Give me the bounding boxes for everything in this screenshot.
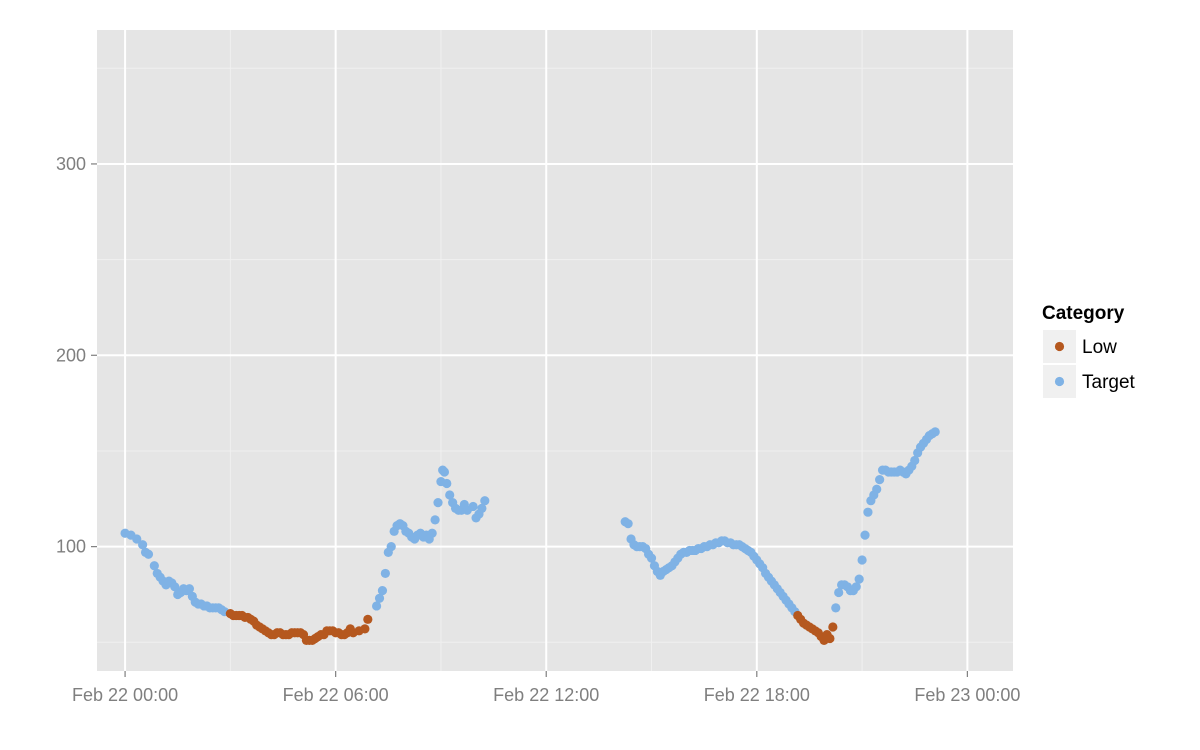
- point-target: [872, 484, 882, 494]
- legend-key-low: [1054, 341, 1065, 352]
- legend-label-low: Low: [1082, 337, 1117, 358]
- point-target: [427, 528, 437, 538]
- x-axis: Feb 22 00:00 Feb 22 06:00 Feb 22 12:00 Feb …: [72, 671, 1020, 705]
- point-target: [857, 555, 867, 565]
- data-points: [120, 427, 940, 645]
- point-target: [477, 503, 487, 513]
- point-target: [854, 574, 864, 584]
- x-tick-label: Feb 22 00:00: [72, 685, 178, 705]
- point-target: [149, 561, 159, 571]
- point-target: [860, 530, 870, 540]
- point-target: [386, 542, 396, 552]
- point-target: [380, 568, 390, 579]
- y-tick-label: 300: [56, 154, 86, 174]
- point-target: [445, 490, 455, 500]
- y-tick-label: 100: [56, 537, 86, 557]
- x-tick-label: Feb 23 00:00: [914, 685, 1020, 705]
- y-axis: 100 200 300: [56, 154, 97, 557]
- point-target: [480, 496, 490, 506]
- point-target: [439, 467, 450, 477]
- major-gridlines: [97, 30, 1013, 671]
- x-tick-label: Feb 22 18:00: [704, 685, 810, 705]
- point-low: [363, 614, 373, 624]
- point-target: [184, 584, 195, 594]
- point-low: [828, 622, 838, 632]
- legend: Category Low Target: [1042, 303, 1136, 398]
- point-low: [360, 624, 370, 634]
- point-target: [433, 498, 443, 508]
- point-target: [910, 455, 920, 466]
- point-target: [851, 582, 861, 592]
- minor-gridlines: [97, 30, 1013, 671]
- x-tick-label: Feb 22 06:00: [283, 685, 389, 705]
- point-target: [623, 519, 633, 529]
- point-target: [143, 549, 154, 559]
- legend-title: Category: [1042, 303, 1125, 324]
- point-target: [430, 515, 440, 525]
- point-target: [930, 427, 940, 437]
- point-target: [875, 475, 885, 485]
- y-tick-label: 200: [56, 345, 86, 365]
- point-target: [863, 507, 873, 517]
- point-target: [377, 586, 388, 596]
- point-target: [132, 534, 142, 544]
- point-target: [170, 582, 180, 592]
- plot-panel: [97, 30, 1013, 671]
- point-target: [374, 593, 385, 603]
- legend-key-target: [1054, 376, 1065, 387]
- point-target: [442, 478, 452, 489]
- point-target: [831, 603, 841, 613]
- point-target: [371, 601, 382, 611]
- point-target: [646, 553, 657, 563]
- point-target: [138, 540, 148, 550]
- legend-label-target: Target: [1082, 372, 1136, 393]
- point-low: [825, 633, 835, 644]
- point-target: [468, 501, 478, 512]
- point-target: [834, 587, 844, 598]
- x-tick-label: Feb 22 12:00: [493, 685, 599, 705]
